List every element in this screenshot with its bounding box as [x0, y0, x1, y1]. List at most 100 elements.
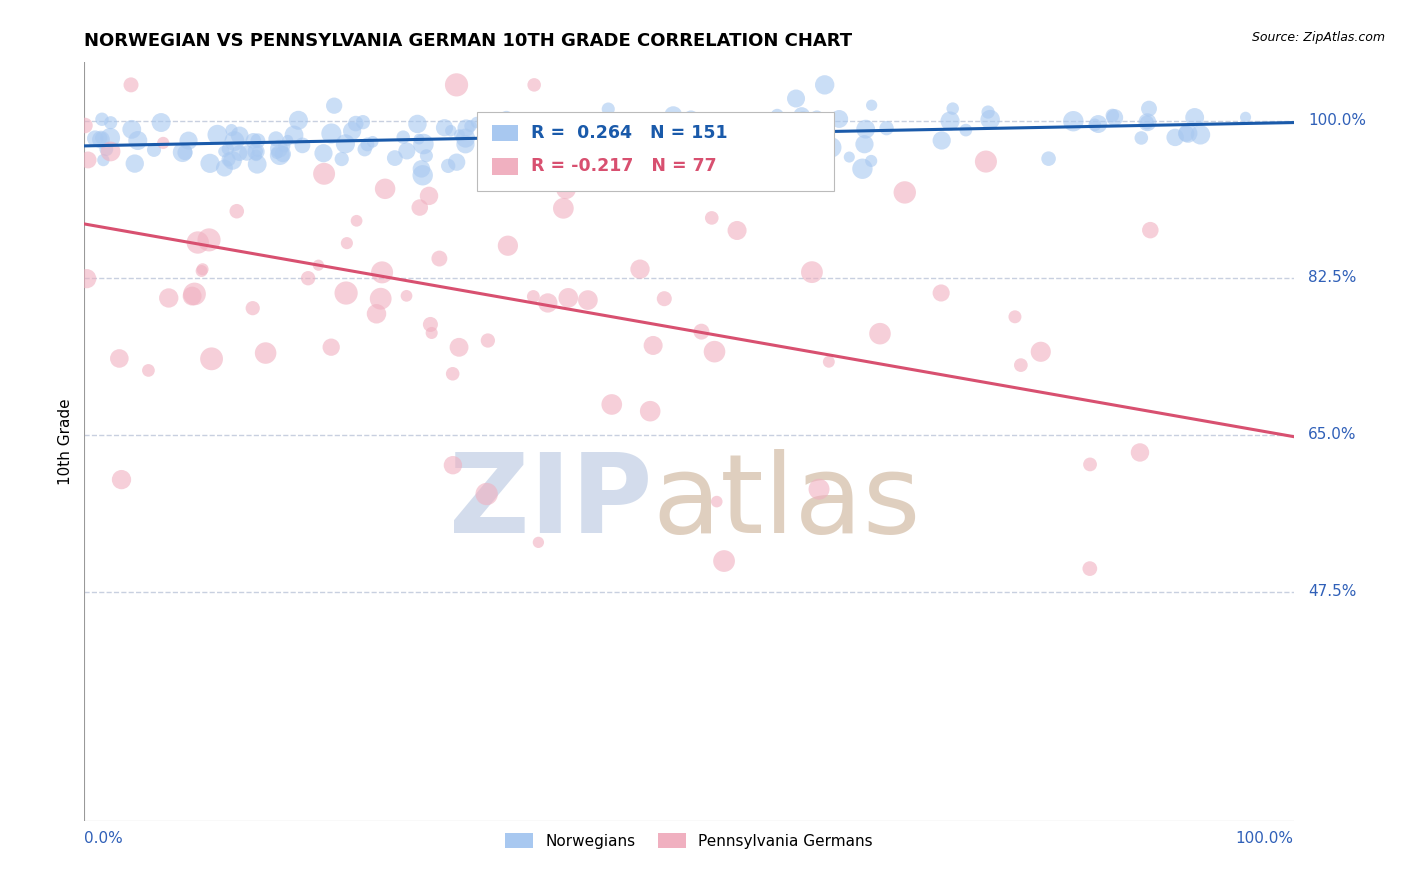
Point [955, 123, 977, 137]
Point [269, 148, 291, 162]
Point [931, 133, 953, 147]
Point [395, 289, 418, 303]
Point [1130, 131, 1153, 145]
Point [814, 78, 837, 92]
Point [496, 238, 519, 252]
Point [744, 129, 766, 144]
Point [412, 168, 434, 182]
Point [1087, 117, 1109, 131]
Point [537, 296, 560, 310]
Point [495, 111, 517, 125]
Point [245, 145, 267, 159]
Text: 100.0%: 100.0% [1308, 113, 1367, 128]
Point [100, 145, 122, 159]
Point [672, 130, 695, 145]
Point [172, 145, 194, 160]
Point [335, 286, 357, 301]
Point [1062, 114, 1084, 128]
Point [412, 136, 434, 151]
Point [98, 130, 121, 145]
Point [181, 289, 204, 303]
Point [120, 78, 142, 92]
Point [806, 111, 828, 125]
Point [1177, 126, 1199, 140]
Point [392, 130, 415, 145]
Point [321, 340, 343, 354]
Point [1078, 458, 1101, 472]
Point [738, 123, 761, 137]
Point [1139, 223, 1161, 237]
Point [624, 119, 647, 133]
Point [91, 153, 114, 167]
Point [876, 121, 898, 136]
Point [437, 159, 460, 173]
Point [187, 235, 209, 250]
Point [217, 142, 239, 156]
Point [686, 173, 709, 187]
Point [174, 145, 197, 160]
Point [765, 133, 787, 147]
Point [475, 487, 498, 501]
Point [713, 554, 735, 568]
Point [449, 128, 471, 142]
Point [90, 132, 112, 146]
Point [218, 153, 240, 167]
Point [700, 211, 723, 225]
Point [1101, 108, 1123, 122]
Point [454, 121, 477, 136]
Point [406, 117, 429, 131]
Point [297, 271, 319, 285]
Point [77, 153, 100, 167]
Point [547, 119, 569, 133]
Point [855, 122, 877, 136]
Point [76, 271, 98, 285]
Point [411, 161, 433, 176]
Point [96, 142, 118, 156]
Point [420, 326, 443, 340]
Point [624, 134, 647, 148]
Text: 65.0%: 65.0% [1308, 427, 1357, 442]
Point [447, 340, 470, 354]
Point [652, 292, 675, 306]
Point [754, 136, 776, 150]
Point [127, 134, 149, 148]
Text: ZIP: ZIP [450, 449, 652, 556]
Point [527, 535, 550, 549]
Point [214, 161, 236, 175]
Point [371, 265, 394, 279]
Point [662, 108, 685, 122]
Point [523, 78, 546, 92]
Point [366, 307, 388, 321]
Point [177, 134, 200, 148]
Point [267, 142, 290, 156]
Point [465, 115, 488, 129]
Point [183, 287, 205, 301]
Point [287, 113, 309, 128]
Point [312, 146, 335, 161]
Point [679, 111, 702, 125]
Point [409, 201, 432, 215]
Point [1084, 118, 1107, 132]
Point [440, 124, 463, 138]
Point [460, 119, 482, 133]
Point [713, 137, 735, 152]
Point [353, 142, 375, 156]
Point [418, 189, 440, 203]
Point [340, 124, 363, 138]
Point [600, 397, 623, 411]
Point [212, 145, 235, 159]
Point [370, 292, 392, 306]
Point [454, 131, 477, 145]
Point [929, 285, 952, 300]
Point [477, 334, 499, 348]
Point [228, 128, 250, 143]
Point [853, 137, 876, 152]
Point [820, 140, 842, 154]
Point [1136, 115, 1159, 129]
Point [557, 291, 579, 305]
Point [817, 355, 839, 369]
Point [314, 167, 336, 181]
Point [246, 145, 269, 159]
Point [1029, 344, 1052, 359]
Point [681, 123, 703, 137]
